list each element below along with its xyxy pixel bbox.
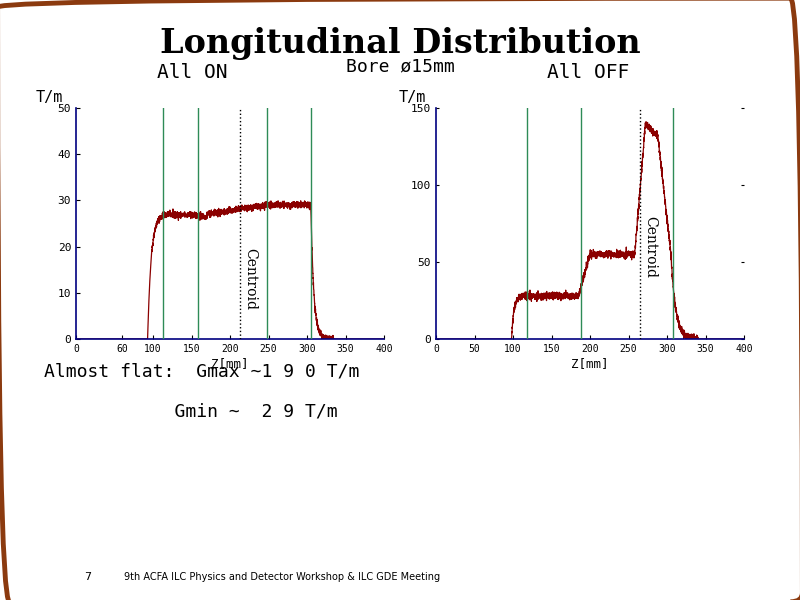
Text: Centroid: Centroid bbox=[243, 248, 257, 310]
X-axis label: Z[mm]: Z[mm] bbox=[211, 356, 249, 370]
Text: Centroid: Centroid bbox=[643, 215, 657, 278]
Text: 7: 7 bbox=[84, 572, 91, 582]
X-axis label: Z[mm]: Z[mm] bbox=[571, 356, 609, 370]
Text: Almost flat:  Gmax ~1 9 0 T/m: Almost flat: Gmax ~1 9 0 T/m bbox=[44, 363, 359, 381]
Text: T/m: T/m bbox=[36, 90, 63, 105]
Text: ★: ★ bbox=[708, 575, 716, 585]
Text: All ON: All ON bbox=[157, 63, 227, 82]
Text: Longitudinal Distribution: Longitudinal Distribution bbox=[160, 27, 640, 60]
Text: A: A bbox=[702, 550, 722, 574]
Text: Bore ø15mm: Bore ø15mm bbox=[346, 57, 454, 75]
Text: Gmin ~  2 9 T/m: Gmin ~ 2 9 T/m bbox=[44, 402, 338, 420]
Text: All OFF: All OFF bbox=[547, 63, 629, 82]
Text: 9th ACFA ILC Physics and Detector Workshop & ILC GDE Meeting: 9th ACFA ILC Physics and Detector Worksh… bbox=[124, 572, 440, 582]
Text: T/m: T/m bbox=[398, 90, 426, 105]
